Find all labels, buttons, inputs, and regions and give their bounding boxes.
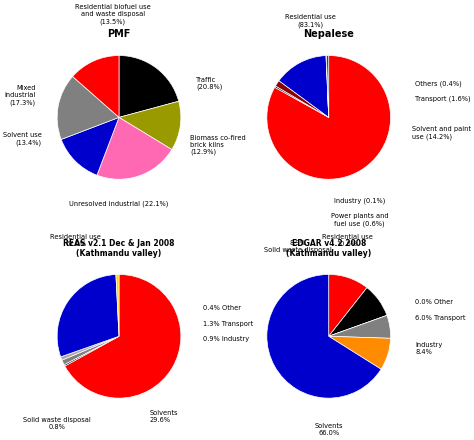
Wedge shape xyxy=(61,336,119,360)
Wedge shape xyxy=(65,275,181,398)
Text: Biomass co-fired
brick kilns
(12.9%): Biomass co-fired brick kilns (12.9%) xyxy=(190,135,246,155)
Text: 1.3% Transport: 1.3% Transport xyxy=(202,321,253,327)
Wedge shape xyxy=(326,55,328,117)
Wedge shape xyxy=(267,55,391,179)
Wedge shape xyxy=(97,117,172,179)
Wedge shape xyxy=(62,336,119,365)
Wedge shape xyxy=(279,55,328,117)
Wedge shape xyxy=(327,55,328,117)
Wedge shape xyxy=(328,275,367,336)
Text: Mixed
industrial
(17.3%): Mixed industrial (17.3%) xyxy=(4,85,36,106)
Text: Solid waste disposal
0.8%: Solid waste disposal 0.8% xyxy=(23,417,91,430)
Text: Residential use
(83.1%): Residential use (83.1%) xyxy=(285,14,336,28)
Title: PMF: PMF xyxy=(107,29,131,39)
Text: Solvent use
(13.4%): Solvent use (13.4%) xyxy=(3,132,42,146)
Wedge shape xyxy=(73,55,119,117)
Title: REAS v2.1 Dec & Jan 2008
(Kathmandu valley): REAS v2.1 Dec & Jan 2008 (Kathmandu vall… xyxy=(63,239,175,258)
Wedge shape xyxy=(328,288,387,336)
Text: Unresolved industrial (22.1%): Unresolved industrial (22.1%) xyxy=(69,201,169,207)
Wedge shape xyxy=(119,101,181,150)
Wedge shape xyxy=(57,77,119,139)
Text: Residential use
10.6%: Residential use 10.6% xyxy=(322,234,373,246)
Text: Solvents
29.6%: Solvents 29.6% xyxy=(150,410,178,423)
Text: Industry
8.4%: Industry 8.4% xyxy=(415,342,443,355)
Text: 0.0% Other: 0.0% Other xyxy=(415,299,453,305)
Wedge shape xyxy=(116,275,119,336)
Wedge shape xyxy=(328,315,391,338)
Wedge shape xyxy=(328,336,391,369)
Title: EDGAR v4.2 2008
(Kathmandu valley): EDGAR v4.2 2008 (Kathmandu valley) xyxy=(286,239,371,258)
Wedge shape xyxy=(64,336,119,366)
Wedge shape xyxy=(275,81,328,117)
Wedge shape xyxy=(61,117,119,175)
Text: Solvent and paint
use (14.2%): Solvent and paint use (14.2%) xyxy=(412,126,471,139)
Wedge shape xyxy=(267,275,381,398)
Wedge shape xyxy=(275,86,328,117)
Text: Others (0.4%): Others (0.4%) xyxy=(415,80,462,87)
Text: Solvents
66.0%: Solvents 66.0% xyxy=(314,423,343,436)
Wedge shape xyxy=(57,275,119,357)
Text: Traffic
(20.8%): Traffic (20.8%) xyxy=(196,77,223,90)
Text: Residential use
67.0%: Residential use 67.0% xyxy=(50,234,101,246)
Text: Transport (1.6%): Transport (1.6%) xyxy=(415,95,471,102)
Wedge shape xyxy=(328,315,387,336)
Text: 0.4% Other: 0.4% Other xyxy=(202,305,240,312)
Text: Industry (0.1%): Industry (0.1%) xyxy=(334,198,385,204)
Text: 6.0% Transport: 6.0% Transport xyxy=(415,315,466,321)
Text: Power plants and
fuel use (0.6%): Power plants and fuel use (0.6%) xyxy=(331,213,389,227)
Text: Residential biofuel use
and waste disposal
(13.5%): Residential biofuel use and waste dispos… xyxy=(75,4,151,25)
Title: Nepalese: Nepalese xyxy=(303,29,354,39)
Text: 8.9%
Solid waste disposal: 8.9% Solid waste disposal xyxy=(264,240,332,253)
Text: 0.9% Industry: 0.9% Industry xyxy=(202,336,249,342)
Wedge shape xyxy=(119,55,179,117)
